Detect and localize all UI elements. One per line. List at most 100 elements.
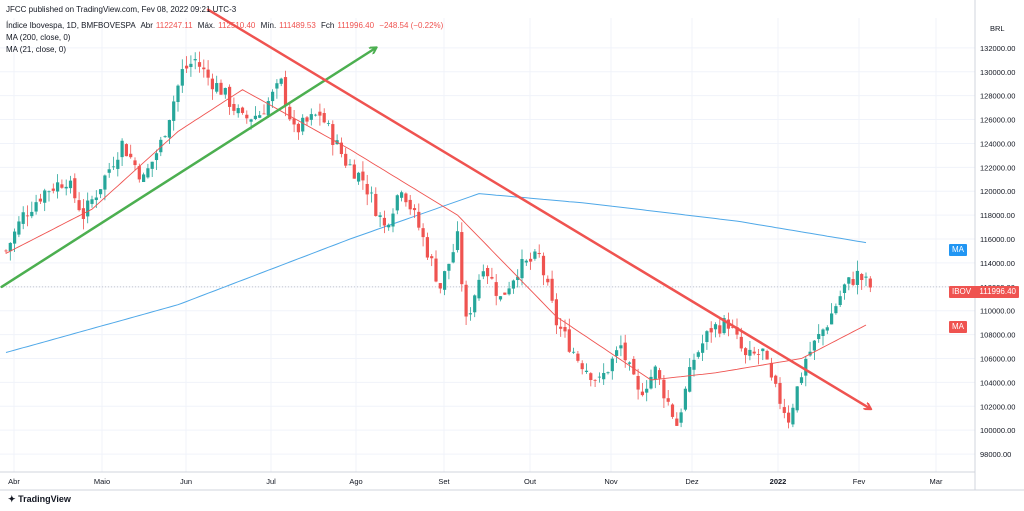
candle-body	[279, 78, 283, 84]
candle-body	[193, 59, 197, 61]
candle-body	[679, 412, 683, 423]
x-tick-label: Set	[438, 477, 450, 486]
candle-body	[352, 164, 356, 179]
candle-body	[847, 277, 851, 284]
candle-body	[120, 140, 124, 158]
candle-body	[593, 379, 597, 381]
candle-body	[455, 231, 460, 251]
candle-body	[584, 370, 589, 372]
candle-body	[236, 108, 240, 114]
candle-body	[146, 168, 150, 178]
ibov-tag-label: IBOV	[952, 287, 972, 296]
candle-body	[25, 215, 30, 217]
candle-body	[804, 358, 808, 376]
candle-body	[610, 358, 614, 372]
candle-body	[292, 118, 296, 125]
candle-body	[137, 166, 141, 180]
close-value: 111996.40	[337, 21, 375, 30]
candle-body	[443, 271, 447, 290]
y-tick-label: 110000.00	[980, 307, 1015, 316]
x-tick-label: 2022	[770, 477, 787, 486]
candle-body	[520, 258, 524, 279]
y-tick-label: 116000.00	[980, 235, 1015, 244]
candle-body	[275, 83, 279, 89]
candle-body	[129, 153, 133, 158]
candle-body	[361, 171, 365, 181]
candle-body	[468, 313, 472, 315]
candle-body	[748, 349, 752, 356]
change-value: −248.54 (−0.22%)	[379, 21, 444, 30]
low-value: 111489.53	[279, 21, 316, 30]
candle-body	[589, 373, 593, 381]
trendline-red	[206, 8, 870, 409]
candle-body	[602, 373, 606, 380]
candle-body	[696, 352, 700, 357]
candle-body	[447, 263, 451, 271]
candle-body	[567, 329, 571, 352]
candle-body	[778, 382, 782, 404]
currency-label: BRL	[990, 24, 1005, 33]
candle-body	[240, 107, 245, 113]
candle-body	[503, 292, 507, 295]
candle-body	[782, 407, 786, 413]
candle-body	[477, 279, 481, 299]
candle-body	[812, 340, 816, 351]
ma200-legend[interactable]: MA (200, close, 0)	[6, 33, 71, 42]
candle-body	[649, 376, 653, 389]
open-value: 112247.11	[155, 21, 193, 30]
candle-body	[817, 333, 821, 340]
candle-body	[473, 295, 477, 313]
candle-body	[4, 250, 8, 252]
candle-body	[133, 160, 137, 166]
candle-body	[249, 119, 253, 122]
candle-body	[546, 278, 550, 283]
candle-body	[795, 386, 799, 411]
candle-body	[374, 193, 378, 217]
open-label: Abr	[140, 21, 153, 30]
candle-body	[516, 276, 520, 281]
candle-body	[64, 186, 68, 189]
y-tick-label: 126000.00	[980, 116, 1015, 125]
candle-body	[731, 326, 735, 328]
candle-body	[103, 175, 107, 190]
candle-body	[288, 106, 292, 120]
candle-body	[154, 153, 159, 161]
candle-body	[68, 180, 73, 189]
candle-body	[533, 251, 537, 259]
candle-body	[722, 318, 726, 334]
candle-body	[142, 174, 146, 183]
candle-body	[322, 113, 326, 123]
candle-body	[701, 343, 705, 353]
candle-body	[43, 190, 47, 203]
candle-body	[640, 391, 644, 396]
candle-body	[554, 299, 558, 326]
tradingview-logo[interactable]: ✦ TradingView	[8, 494, 71, 505]
y-tick-label: 118000.00	[980, 211, 1015, 220]
close-label: Fch	[321, 21, 335, 30]
candle-body	[232, 103, 236, 111]
candle-body	[124, 144, 128, 157]
ma21-legend[interactable]: MA (21, close, 0)	[6, 45, 67, 54]
low-label: Mín.	[260, 21, 277, 30]
candle-body	[430, 256, 434, 259]
candle-body	[769, 362, 773, 378]
candle-body	[864, 276, 868, 278]
candle-body	[94, 197, 98, 201]
candle-body	[524, 260, 528, 263]
candle-body	[266, 101, 270, 116]
candle-body	[344, 153, 348, 166]
candle-body	[159, 139, 163, 153]
candle-body	[529, 258, 533, 262]
y-tick-label: 104000.00	[980, 378, 1015, 387]
candle-body	[357, 172, 361, 182]
candle-body	[821, 329, 825, 336]
candle-body	[756, 354, 761, 355]
y-tick-label: 114000.00	[980, 259, 1015, 268]
candle-body	[511, 280, 515, 289]
published-line: JFCC published on TradingView.com, Fev 0…	[6, 5, 237, 14]
candle-body	[683, 388, 687, 410]
candle-body	[90, 199, 94, 204]
high-value: 112510.40	[218, 21, 256, 30]
ohlc-legend: Índice Ibovespa, 1D, BMFBOVESPA Abr 11224…	[6, 21, 446, 30]
